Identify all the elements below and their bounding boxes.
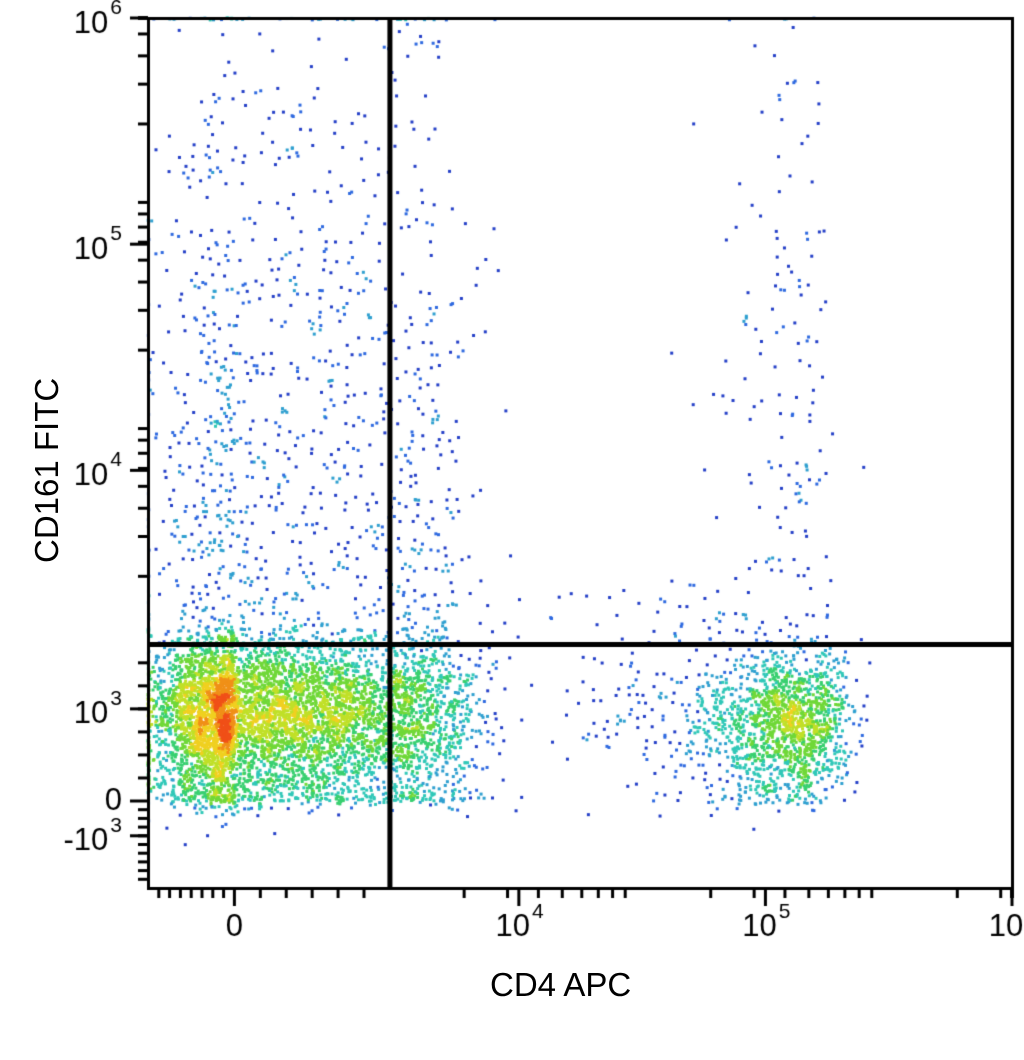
x-axis-label: CD4 APC (490, 966, 631, 1004)
scatter-plot (0, 0, 1024, 1055)
y-axis-label: CD161 FITC (28, 378, 66, 563)
plot-canvas (0, 0, 1024, 1055)
